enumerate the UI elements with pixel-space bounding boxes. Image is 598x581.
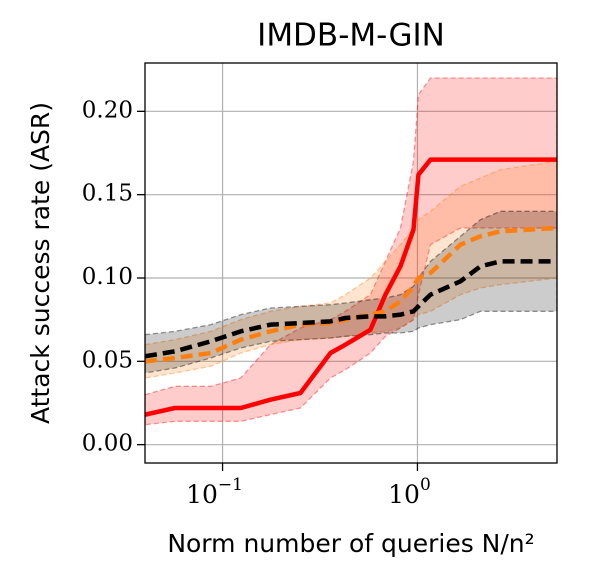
y-tick-label: 0.20 [82, 97, 133, 123]
line [145, 225, 557, 364]
confidence-band [145, 210, 557, 374]
x-tick-label: 10−1 [186, 475, 243, 509]
y-tick-label: 0.05 [82, 347, 133, 373]
confidence-band [145, 160, 557, 379]
plot [145, 77, 557, 426]
x-tick-power: −1 [218, 475, 243, 495]
x-tick-power: 0 [420, 475, 431, 495]
x-axis-label: Norm number of queries N/n² [167, 529, 534, 558]
plot-frame [144, 62, 558, 464]
x-tick-label: 100 [388, 475, 431, 509]
y-axis-label: Attack success rate (ASR) [26, 102, 55, 424]
y-tick-label: 0.15 [82, 181, 133, 207]
y-tick-label: 0.00 [82, 431, 133, 457]
x-tick-base: 10 [388, 480, 420, 509]
x-tick-base: 10 [186, 480, 218, 509]
chart-title: IMDB-M-GIN [257, 18, 445, 54]
y-tick-label: 0.10 [82, 264, 133, 290]
line [145, 259, 557, 359]
